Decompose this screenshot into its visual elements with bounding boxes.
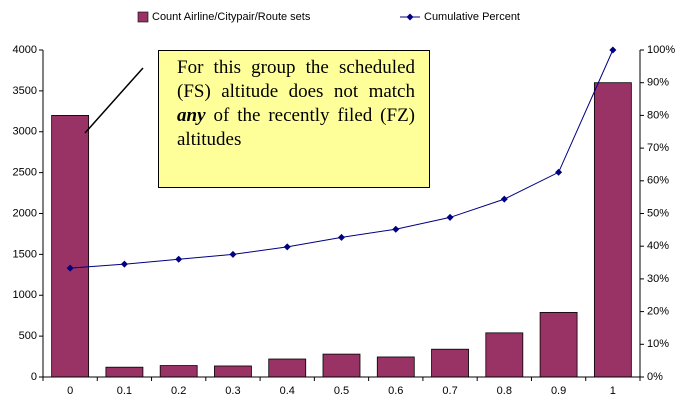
bar xyxy=(51,115,90,378)
line-marker xyxy=(229,250,237,258)
annotation-emphasis: any xyxy=(177,105,206,126)
x-tick-label: 1 xyxy=(610,385,616,397)
line-marker xyxy=(338,233,345,241)
y-tick-label: 3000 xyxy=(13,126,37,138)
line-marker xyxy=(175,255,183,263)
y2-tick-label: 40% xyxy=(647,240,669,252)
bar xyxy=(431,348,469,378)
y2-tick-label: 100% xyxy=(647,44,675,56)
line-marker xyxy=(120,260,128,268)
y2-tick-label: 0% xyxy=(647,371,663,383)
x-tick-label: 0.1 xyxy=(117,385,132,397)
line-marker xyxy=(609,46,617,54)
y-tick-label: 4000 xyxy=(13,44,37,56)
line-marker xyxy=(500,195,508,203)
bar xyxy=(268,358,307,378)
x-tick-label: 0.5 xyxy=(334,385,349,397)
x-tick-label: 0 xyxy=(67,385,73,397)
line-marker xyxy=(392,225,400,233)
legend-label: Count Airline/Citypair/Route sets xyxy=(152,11,311,23)
y-tick-label: 500 xyxy=(19,330,37,342)
y2-tick-label: 50% xyxy=(647,207,669,219)
annotation-pointer xyxy=(84,67,144,134)
y-tick-label: 0 xyxy=(31,371,37,383)
line-marker xyxy=(66,264,74,272)
bar xyxy=(322,353,361,378)
x-tick-label: 0.7 xyxy=(442,385,457,397)
line-marker xyxy=(283,243,291,251)
bar xyxy=(105,366,144,378)
line-marker xyxy=(446,213,454,221)
legend-swatch xyxy=(137,11,149,23)
line-marker xyxy=(555,168,563,176)
x-tick-label: 0.6 xyxy=(388,385,403,397)
annotation-text: For this group the scheduled (FS) altitu… xyxy=(177,57,415,102)
y2-tick-label: 10% xyxy=(647,338,669,350)
y-tick-label: 3500 xyxy=(13,85,37,97)
x-tick-label: 0.8 xyxy=(497,385,512,397)
x-tick-label: 0.2 xyxy=(171,385,186,397)
y-tick-label: 2500 xyxy=(13,167,37,179)
annotation-text: of the recently filed (FZ) altitudes xyxy=(177,105,416,150)
bar xyxy=(485,332,524,378)
legend-label: Cumulative Percent xyxy=(424,11,520,23)
legend-marker xyxy=(406,13,414,21)
y2-tick-label: 20% xyxy=(647,306,669,318)
bar xyxy=(376,356,415,378)
y2-tick-label: 60% xyxy=(647,175,669,187)
y-tick-label: 2000 xyxy=(13,207,37,219)
y2-tick-label: 90% xyxy=(647,77,669,89)
y2-tick-label: 80% xyxy=(647,109,669,121)
x-tick-label: 0.9 xyxy=(551,385,566,397)
y-tick-label: 1500 xyxy=(13,248,37,260)
y2-tick-label: 30% xyxy=(647,273,669,285)
y-tick-label: 1000 xyxy=(13,289,37,301)
y2-tick-label: 70% xyxy=(647,142,669,154)
bar xyxy=(159,365,198,378)
bar xyxy=(539,312,578,378)
annotation-box: For this group the scheduled (FS) altitu… xyxy=(158,50,430,188)
x-tick-label: 0.3 xyxy=(225,385,240,397)
bar xyxy=(214,365,252,378)
x-tick-label: 0.4 xyxy=(280,385,295,397)
bar xyxy=(593,82,632,378)
